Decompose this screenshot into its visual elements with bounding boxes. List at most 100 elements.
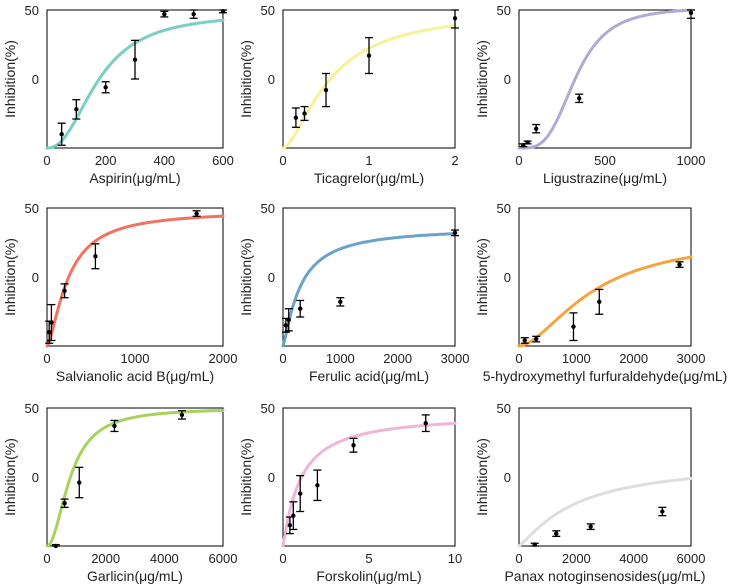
data-point — [93, 254, 98, 259]
x-tick-label: 1000 — [562, 351, 591, 366]
data-point — [302, 111, 307, 116]
data-point — [291, 513, 296, 518]
plot-frame — [46, 407, 224, 547]
x-tick-label: 6000 — [677, 551, 706, 566]
x-tick-label: 4000 — [150, 551, 179, 566]
y-axis-label: Inhibition(%) — [238, 238, 254, 316]
data-point — [338, 299, 343, 305]
data-point — [534, 336, 539, 342]
fit-curve — [517, 8, 693, 150]
x-tick-label: 0 — [43, 153, 50, 168]
data-point — [194, 211, 199, 216]
plot-frame — [46, 9, 224, 149]
data-point — [323, 87, 329, 93]
fit-curve — [517, 477, 693, 548]
data-point — [283, 323, 289, 328]
y-axis-label: Inhibition(%) — [474, 238, 490, 316]
data-point — [577, 96, 582, 101]
x-tick-label: 1000 — [326, 351, 355, 366]
chart-panel-7: 0 50 0 2000 4000 6000 Garlicin(μg/mL) Inhibitio… — [2, 401, 237, 584]
y-tick-label: 50 — [497, 3, 511, 18]
x-tick-label: 400 — [153, 153, 175, 168]
x-tick-label: 0 — [279, 551, 286, 566]
x-tick-label: 0 — [279, 153, 286, 168]
y-axis-label: Inhibition(%) — [2, 438, 18, 516]
y-tick-label: 0 — [32, 270, 39, 285]
x-axis-label: Aspirin(μg/mL) — [89, 170, 180, 186]
x-axis-label: 5-hydroxymethyl furfuraldehyde(μg/mL) — [483, 368, 728, 384]
data-point — [554, 531, 559, 536]
x-tick-label: 3000 — [441, 351, 470, 366]
x-tick-label: 0 — [43, 351, 50, 366]
y-axis-label: Inhibition(%) — [238, 40, 254, 118]
data-point — [62, 288, 67, 293]
x-tick-label: 1 — [365, 153, 372, 168]
data-point — [49, 320, 54, 325]
x-axis-label: Ligustrazine(μg/mL) — [543, 170, 667, 186]
data-point — [525, 140, 530, 145]
x-tick-label: 10 — [448, 551, 462, 566]
y-tick-label: 50 — [25, 201, 39, 216]
chart-panel-9: 0 50 0 2000 4000 6000 Panax notoginsenosides(μ… — [474, 401, 706, 584]
x-tick-label: 1000 — [121, 351, 150, 366]
y-tick-label: 50 — [261, 3, 275, 18]
plot-frame — [46, 207, 224, 347]
data-point — [452, 16, 458, 21]
plot-frame — [518, 407, 692, 547]
data-point — [132, 57, 138, 62]
x-axis-label: Panax notoginsenosides(μg/mL) — [504, 568, 705, 584]
x-tick-label: 200 — [95, 153, 117, 168]
y-axis-label: Inhibition(%) — [474, 40, 490, 118]
y-tick-label: 0 — [32, 470, 39, 485]
data-point — [103, 85, 108, 90]
fit-curve — [517, 255, 693, 348]
y-tick-label: 0 — [504, 72, 511, 87]
x-tick-label: 0 — [279, 351, 286, 366]
x-axis-label: Ferulic acid(μg/mL) — [309, 368, 429, 384]
y-tick-label: 50 — [261, 201, 275, 216]
x-tick-label: 2 — [451, 153, 458, 168]
x-tick-label: 3000 — [677, 351, 706, 366]
x-tick-label: 500 — [594, 153, 616, 168]
data-point — [423, 420, 428, 426]
x-axis-label: Salvianolic acid B(μg/mL) — [56, 368, 214, 384]
fit-curve — [281, 421, 457, 548]
x-axis-label: Garlicin(μg/mL) — [87, 568, 183, 584]
data-point — [47, 330, 52, 335]
y-tick-label: 50 — [261, 401, 275, 416]
x-tick-label: 2000 — [91, 551, 120, 566]
data-point — [287, 523, 293, 528]
data-point — [522, 338, 527, 343]
data-point — [588, 524, 593, 529]
data-point — [53, 543, 58, 549]
data-point — [315, 483, 320, 488]
y-tick-label: 0 — [32, 72, 39, 87]
x-tick-label: 2000 — [619, 351, 648, 366]
data-point — [191, 11, 196, 17]
data-point — [351, 443, 356, 448]
data-point — [293, 115, 299, 120]
chart-panel-2: 0 50 0 1 2 Ticagrelor(μg/mL) Inhibition(%) — [238, 3, 459, 186]
fit-curve — [45, 18, 225, 150]
y-tick-label: 50 — [497, 401, 511, 416]
y-tick-label: 0 — [504, 470, 511, 485]
data-point — [534, 126, 539, 131]
plot-frame — [518, 9, 692, 149]
y-tick-label: 50 — [25, 401, 39, 416]
data-point — [220, 9, 226, 14]
y-tick-label: 0 — [268, 470, 275, 485]
x-tick-label: 0 — [43, 551, 50, 566]
x-tick-label: 600 — [212, 153, 234, 168]
x-tick-label: 0 — [515, 153, 522, 168]
y-tick-label: 50 — [25, 3, 39, 18]
data-point — [298, 306, 303, 311]
data-point — [62, 501, 67, 506]
fit-curve — [45, 214, 225, 348]
x-tick-label: 5 — [365, 551, 372, 566]
data-point — [688, 10, 694, 15]
